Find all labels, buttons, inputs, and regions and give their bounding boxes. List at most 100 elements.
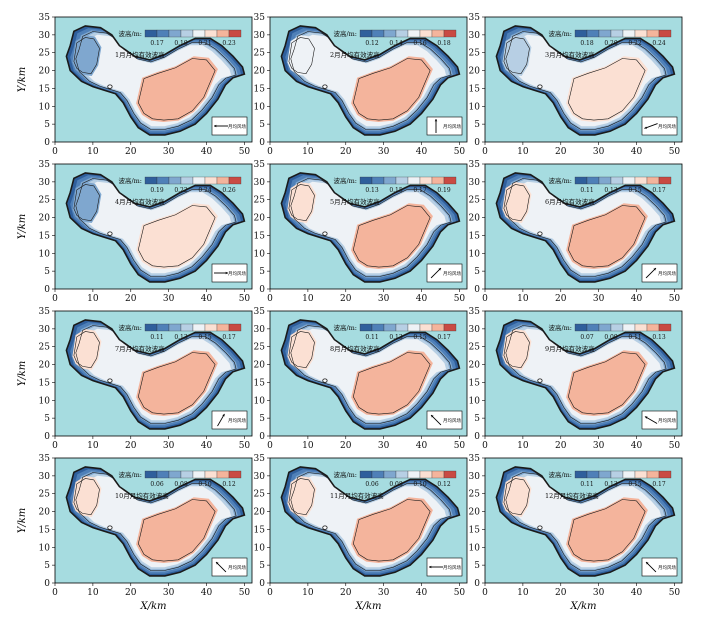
legend-swatch: [168, 323, 182, 332]
x-tick-label: 50: [454, 588, 466, 598]
wind-arrowhead-icon: [225, 271, 228, 275]
legend-swatch: [204, 470, 218, 479]
x-tick-label: 50: [239, 588, 251, 598]
legend-tick: 0.06: [365, 481, 379, 488]
x-tick-label: 30: [593, 294, 605, 304]
y-tick-label: 35: [254, 13, 266, 23]
legend-swatch: [192, 29, 206, 38]
west-basin-core: [502, 35, 532, 76]
plot-frame: [484, 310, 683, 437]
legend-swatch: [658, 176, 672, 185]
legend-tick: 0.15: [413, 334, 427, 341]
x-tick-label: 10: [87, 147, 99, 157]
east-basin-max: [149, 512, 201, 554]
x-tick-label: 50: [454, 147, 466, 157]
lake-field: [66, 319, 245, 429]
x-tick-label: 10: [302, 588, 314, 598]
y-tick-label: 15: [469, 378, 481, 388]
legend-tick: 0.12: [365, 40, 379, 47]
island: [107, 84, 113, 89]
x-tick-label: 50: [239, 294, 251, 304]
y-tick-label: 0: [44, 285, 50, 295]
x-tick-label: 0: [52, 441, 58, 451]
legend-tick: 0.15: [389, 187, 403, 194]
legend-tick: 0.17: [413, 187, 427, 194]
legend-swatch: [407, 176, 421, 185]
plot-frame: [54, 163, 253, 290]
y-tick-label: 20: [469, 361, 481, 371]
panel-title: 8月月均有效波高: [330, 344, 380, 353]
wind-arrowhead-icon: [438, 268, 441, 271]
legend-swatch: [407, 470, 421, 479]
legend-tick: 0.11: [580, 187, 593, 194]
legend-tick: 0.09: [604, 334, 618, 341]
y-tick-label: 5: [44, 561, 50, 571]
panel-title: 6月月均有效波高: [545, 197, 595, 206]
lake-field: [496, 466, 675, 576]
legend-tick: 0.15: [628, 187, 642, 194]
y-tick-label: 5: [44, 120, 50, 130]
west-basin-core: [72, 329, 102, 370]
y-tick-label: 10: [254, 396, 266, 406]
legend-tick: 0.11: [580, 481, 593, 488]
wind-arrowhead-icon: [646, 562, 649, 565]
legend-swatch: [646, 176, 660, 185]
y-tick-label: 30: [39, 325, 51, 335]
y-tick-label: 25: [39, 343, 51, 353]
legend-prefix: 波高/m:: [118, 176, 142, 185]
legend-tick: 0.22: [174, 187, 188, 194]
lake-field: [281, 172, 460, 282]
legend-tick: 0.16: [413, 40, 427, 47]
legend-swatch: [598, 176, 612, 185]
legend-swatch: [610, 323, 624, 332]
legend-swatch: [431, 470, 445, 479]
wind-label: 月均风场: [228, 270, 246, 277]
island: [322, 231, 328, 236]
y-tick-label: 10: [39, 102, 51, 112]
wind-arrowhead-icon: [431, 415, 434, 418]
y-tick-label: 5: [259, 414, 265, 424]
legend-prefix: 波高/m:: [548, 470, 572, 479]
island: [107, 525, 113, 530]
wind-box: [641, 410, 678, 430]
x-tick-label: 20: [125, 294, 137, 304]
wind-arrow-icon: [644, 123, 658, 129]
x-tick-label: 50: [454, 441, 466, 451]
y-tick-label: 10: [469, 543, 481, 553]
y-tick-label: 30: [469, 31, 481, 41]
west-basin-core: [502, 476, 532, 517]
legend-swatch: [228, 323, 242, 332]
legend-swatch: [574, 323, 588, 332]
wind-box: [426, 557, 463, 577]
y-tick-label: 5: [474, 267, 480, 277]
y-tick-label: 25: [469, 343, 481, 353]
x-tick-label: 0: [52, 294, 58, 304]
y-tick-label: 35: [39, 13, 51, 23]
shoreline: [65, 25, 246, 136]
y-tick-label: 20: [469, 508, 481, 518]
y-tick-label: 30: [254, 325, 266, 335]
x-tick-label: 50: [669, 441, 681, 451]
legend-swatch: [156, 176, 170, 185]
legend-swatch: [371, 176, 385, 185]
x-tick-label: 40: [416, 147, 428, 157]
x-tick-label: 0: [482, 441, 488, 451]
legend-swatch: [574, 470, 588, 479]
legend-tick: 0.11: [150, 334, 163, 341]
x-tick-label: 0: [52, 588, 58, 598]
legend-swatch: [371, 323, 385, 332]
y-tick-label: 35: [469, 160, 481, 170]
x-tick-label: 10: [517, 147, 529, 157]
contour-line: [73, 331, 100, 369]
panel-title: 2月月均有效波高: [330, 50, 380, 59]
legend-tick: 0.13: [389, 334, 403, 341]
legend-swatch: [610, 29, 624, 38]
legend-tick: 0.17: [437, 334, 451, 341]
x-tick-label: 40: [631, 588, 643, 598]
legend-tick: 0.13: [174, 334, 188, 341]
legend-swatch: [646, 470, 660, 479]
y-tick-label: 15: [39, 84, 51, 94]
